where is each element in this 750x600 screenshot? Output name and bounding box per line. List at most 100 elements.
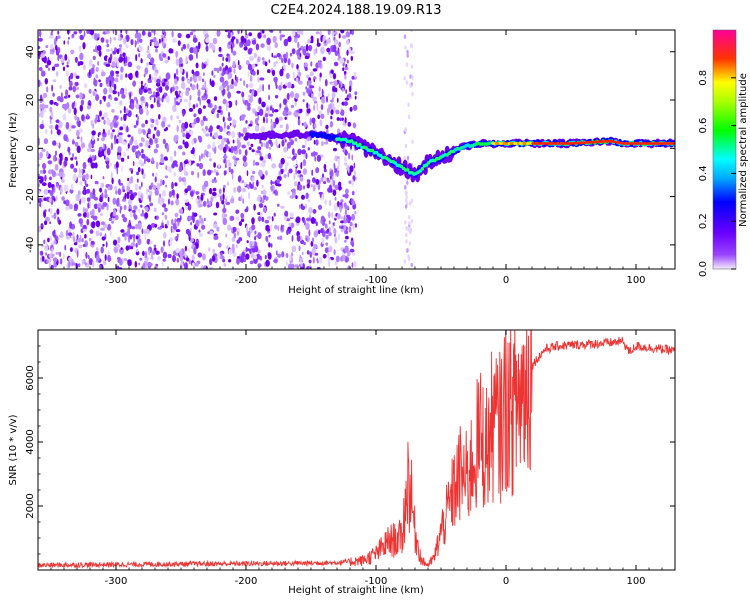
noise-speckle (229, 84, 234, 90)
noise-speckle (191, 262, 195, 267)
noise-speckle (212, 187, 217, 192)
noise-speckle (134, 40, 137, 48)
noise-speckle (249, 260, 254, 265)
noise-speckle (267, 216, 272, 220)
noise-speckle (53, 234, 56, 238)
noise-speckle (185, 228, 190, 235)
noise-speckle (328, 220, 331, 225)
noise-speckle (226, 84, 230, 92)
noise-speckle (110, 172, 113, 180)
noise-speckle (313, 139, 316, 145)
noise-speckle (243, 46, 248, 51)
noise-speckle (184, 262, 188, 269)
noise-speckle (186, 43, 190, 49)
noise-speckle (321, 237, 325, 244)
noise-speckle (176, 233, 179, 238)
noise-speckle (351, 262, 354, 268)
noise-speckle (348, 180, 352, 184)
noise-speckle (112, 50, 117, 55)
noise-speckle (289, 91, 295, 98)
noise-speckle (62, 66, 66, 72)
noise-speckle (313, 49, 316, 56)
noise-speckle (270, 224, 273, 231)
noise-speckle (312, 256, 315, 264)
noise-speckle (135, 120, 139, 126)
noise-speckle (97, 60, 99, 66)
noise-speckle (340, 228, 344, 233)
noise-speckle (119, 126, 124, 131)
noise-speckle (120, 247, 123, 251)
noise-speckle (214, 104, 217, 111)
noise-speckle (251, 176, 254, 182)
noise-speckle (161, 82, 166, 87)
noise-speckle (178, 57, 183, 65)
noise-speckle (214, 179, 217, 184)
noise-speckle (194, 70, 200, 77)
noise-speckle (141, 181, 143, 188)
noise-speckle (102, 176, 105, 180)
noise-speckle (74, 102, 77, 108)
noise-speckle (213, 75, 216, 78)
noise-speckle (157, 256, 161, 261)
noise-speckle (72, 138, 74, 145)
noise-speckle (331, 211, 333, 219)
noise-speckle (151, 30, 154, 33)
noise-speckle (201, 153, 203, 159)
noise-speckle (347, 121, 352, 127)
noise-speckle (284, 139, 287, 143)
noise-speckle (148, 185, 153, 190)
noise-speckle (193, 153, 196, 157)
noise-speckle (174, 98, 177, 107)
noise-speckle (57, 30, 60, 35)
noise-speckle (329, 120, 334, 128)
noise-speckle (226, 159, 231, 163)
noise-speckle (197, 171, 200, 179)
noise-speckle (109, 229, 112, 237)
noise-speckle (223, 263, 227, 267)
colorbar-label: Normalized spectral amplitude (738, 73, 749, 227)
noise-speckle (106, 147, 111, 156)
noise-speckle (295, 159, 298, 166)
noise-speckle (237, 30, 240, 35)
noise-speckle (249, 182, 252, 187)
noise-speckle (207, 204, 210, 208)
noise-speckle (267, 152, 272, 160)
noise-speckle (79, 169, 83, 174)
noise-speckle (291, 245, 297, 253)
noise-speckle (231, 173, 234, 180)
noise-speckle (305, 44, 309, 52)
noise-speckle (151, 251, 153, 260)
noise-speckle (86, 211, 90, 219)
noise-speckle (332, 73, 337, 80)
noise-speckle (171, 189, 175, 196)
noise-speckle (269, 106, 273, 111)
noise-speckle (128, 189, 133, 195)
noise-speckle (172, 105, 177, 113)
noise-speckle (291, 30, 296, 37)
noise-speckle (277, 236, 281, 240)
noise-speckle (84, 83, 88, 89)
noise-speckle (315, 221, 318, 227)
noise-speckle (406, 155, 410, 161)
noise-speckle (274, 94, 279, 99)
noise-speckle (103, 112, 108, 118)
noise-speckle (138, 159, 143, 166)
noise-speckle (183, 98, 188, 103)
noise-speckle (108, 87, 113, 94)
noise-speckle (312, 151, 316, 157)
noise-speckle (216, 112, 220, 119)
noise-speckle (80, 136, 83, 144)
noise-speckle (154, 223, 158, 228)
noise-speckle (95, 74, 99, 79)
noise-speckle (244, 149, 248, 156)
noise-speckle (88, 258, 93, 266)
noise-speckle (340, 109, 345, 117)
noise-speckle (315, 139, 319, 146)
noise-speckle (76, 120, 79, 125)
noise-speckle (346, 59, 349, 64)
noise-speckle (296, 109, 300, 113)
noise-speckle (161, 30, 165, 33)
noise-speckle (231, 36, 236, 40)
noise-speckle (132, 234, 136, 238)
noise-speckle (312, 96, 317, 102)
